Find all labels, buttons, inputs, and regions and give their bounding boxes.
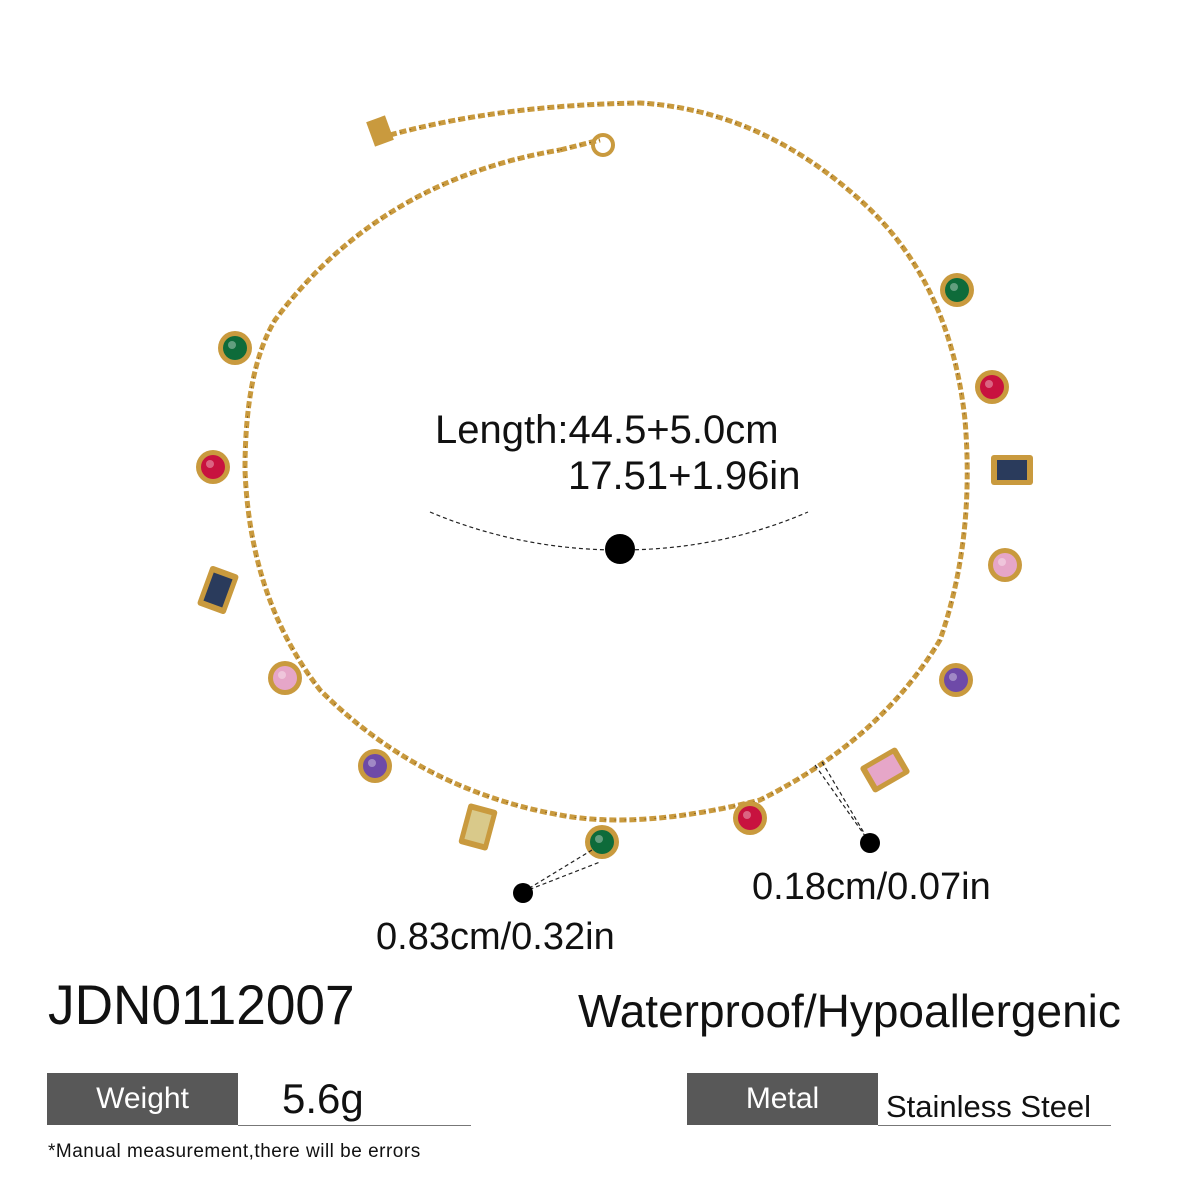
gem-pendant	[860, 747, 910, 793]
chain-segment	[242, 100, 970, 823]
gem-pendant	[988, 548, 1022, 582]
gem-pendant	[733, 801, 767, 835]
gem-pendant	[196, 450, 230, 484]
chain-tag	[366, 115, 394, 147]
gem-pendant	[975, 370, 1009, 404]
metal-value: Stainless Steel	[886, 1089, 1092, 1124]
gem-pendant	[991, 455, 1033, 485]
chain-width-label: 0.18cm/0.07in	[752, 866, 991, 908]
weight-value: 5.6g	[282, 1075, 364, 1122]
necklace-chain	[242, 100, 970, 823]
gem-pendant	[197, 565, 239, 615]
gem-pendant	[268, 661, 302, 695]
gem-pendant	[458, 803, 498, 851]
metal-value-cell: Stainless Steel	[878, 1073, 1111, 1126]
gem-pendant	[218, 331, 252, 365]
metal-label: Metal	[687, 1073, 878, 1125]
length-in-label: 17.51+1.96in	[568, 454, 801, 498]
weight-value-cell: 5.6g	[238, 1073, 471, 1126]
gem-pendant	[939, 663, 973, 697]
product-sku: JDN0112007	[48, 973, 355, 1036]
gem-pendant	[358, 749, 392, 783]
lobster-clasp	[591, 133, 615, 157]
weight-label: Weight	[47, 1073, 238, 1125]
pendant-size-label: 0.83cm/0.32in	[376, 916, 615, 958]
measurement-note: *Manual measurement,there will be errors	[48, 1141, 421, 1162]
length-cm-label: Length:44.5+5.0cm	[435, 408, 779, 452]
chain-link-shadow	[559, 139, 601, 151]
measurement-lines	[429, 511, 880, 903]
gem-pendants	[196, 273, 1033, 859]
gem-pendant	[940, 273, 974, 307]
gem-pendant	[585, 825, 619, 859]
product-features: Waterproof/Hypoallergenic	[578, 985, 1121, 1037]
